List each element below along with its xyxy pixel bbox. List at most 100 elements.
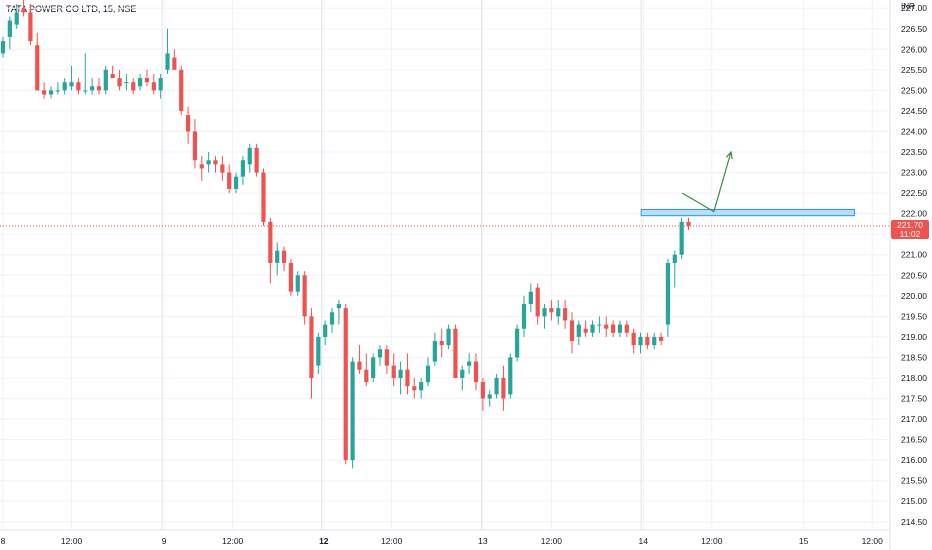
- candle: [144, 69, 150, 87]
- x-tick-label: 12:00: [701, 536, 723, 546]
- candle: [151, 73, 156, 95]
- candle-body: [247, 147, 252, 165]
- candle: [412, 377, 417, 399]
- candle: [55, 82, 60, 95]
- last-price-badge: 221.70 11:02: [891, 219, 929, 239]
- candle: [494, 373, 499, 399]
- candle: [610, 320, 616, 337]
- candle-body: [0, 41, 6, 54]
- candle: [686, 217, 691, 231]
- candle-body: [419, 382, 424, 391]
- candle-body: [425, 365, 431, 383]
- currency-label: INR: [901, 2, 915, 11]
- candle: [425, 357, 431, 387]
- candle-body: [117, 78, 122, 87]
- y-tick-label: 221.00: [901, 250, 927, 260]
- candle: [535, 283, 540, 325]
- candle: [131, 78, 136, 95]
- y-tick-label: 222.00: [901, 209, 927, 219]
- candle-body: [144, 78, 150, 83]
- candle: [83, 53, 88, 95]
- candle: [624, 320, 629, 337]
- candle: [350, 357, 355, 469]
- candle-body: [110, 73, 115, 79]
- x-tick-label: 12:00: [862, 536, 884, 546]
- candle-body: [220, 164, 225, 173]
- candle-body: [652, 336, 657, 346]
- candle-body: [590, 324, 595, 333]
- candle-body: [261, 172, 266, 222]
- candle-body: [268, 221, 273, 263]
- y-tick-label: 219.00: [901, 332, 927, 342]
- candle: [398, 361, 403, 395]
- candle-body: [686, 221, 691, 226]
- y-tick-label: 226.50: [901, 24, 927, 34]
- y-tick-label: 219.50: [901, 311, 927, 321]
- drawings: [640, 150, 855, 217]
- candle: [28, 4, 33, 46]
- candle-body: [323, 324, 328, 337]
- candle-body: [90, 86, 95, 91]
- candle: [508, 353, 513, 399]
- candle-body: [439, 341, 444, 346]
- y-tick-label: 225.00: [901, 85, 927, 95]
- candle-body: [329, 312, 335, 325]
- candle: [96, 78, 102, 95]
- candle-body: [275, 250, 280, 263]
- candle: [384, 345, 389, 374]
- candle-body: [350, 361, 355, 461]
- candle-body: [316, 336, 321, 366]
- candle: [7, 16, 12, 50]
- candle-body: [343, 308, 348, 461]
- candle-body: [309, 316, 314, 378]
- candle: [576, 320, 581, 346]
- candle: [192, 119, 198, 169]
- candle: [542, 304, 547, 329]
- candle-body: [480, 382, 485, 399]
- candle: [521, 295, 527, 337]
- x-tick-label: 12:00: [541, 536, 563, 546]
- candle-body: [645, 336, 650, 346]
- candle: [295, 271, 300, 296]
- candle: [336, 299, 341, 325]
- candle-body: [384, 349, 389, 366]
- candle: [275, 242, 280, 276]
- candle: [0, 36, 6, 58]
- candle-body: [96, 86, 102, 91]
- candle: [302, 271, 307, 325]
- candles: [0, 0, 691, 469]
- candle-body: [453, 328, 458, 378]
- candle: [501, 365, 506, 411]
- candle: [117, 69, 122, 91]
- x-tick-label: 12:00: [222, 536, 244, 546]
- candle: [76, 78, 81, 95]
- candle: [583, 320, 588, 337]
- candle-body: [227, 172, 232, 189]
- y-tick-label: 217.00: [901, 414, 927, 424]
- candle: [233, 172, 239, 194]
- candle-body: [254, 147, 259, 173]
- candle: [124, 73, 129, 91]
- candle-body: [542, 308, 547, 317]
- x-tick-label: 15: [799, 536, 809, 546]
- candle-body: [76, 82, 81, 91]
- candle-body: [610, 324, 616, 333]
- candle: [90, 78, 95, 95]
- candle-body: [192, 131, 198, 161]
- candle-body: [679, 221, 684, 255]
- candle: [62, 78, 67, 95]
- candle-body: [528, 291, 533, 305]
- candle-body: [494, 377, 499, 395]
- candle-body: [55, 90, 60, 92]
- candle-body: [179, 69, 184, 111]
- candle: [199, 156, 204, 181]
- candle: [213, 156, 218, 173]
- candle: [227, 164, 232, 194]
- candle-body: [597, 324, 602, 326]
- candle: [631, 328, 636, 354]
- candle: [473, 353, 479, 391]
- candle-body: [138, 78, 143, 87]
- x-tick-label: 14: [639, 536, 649, 546]
- candle-body: [364, 369, 369, 383]
